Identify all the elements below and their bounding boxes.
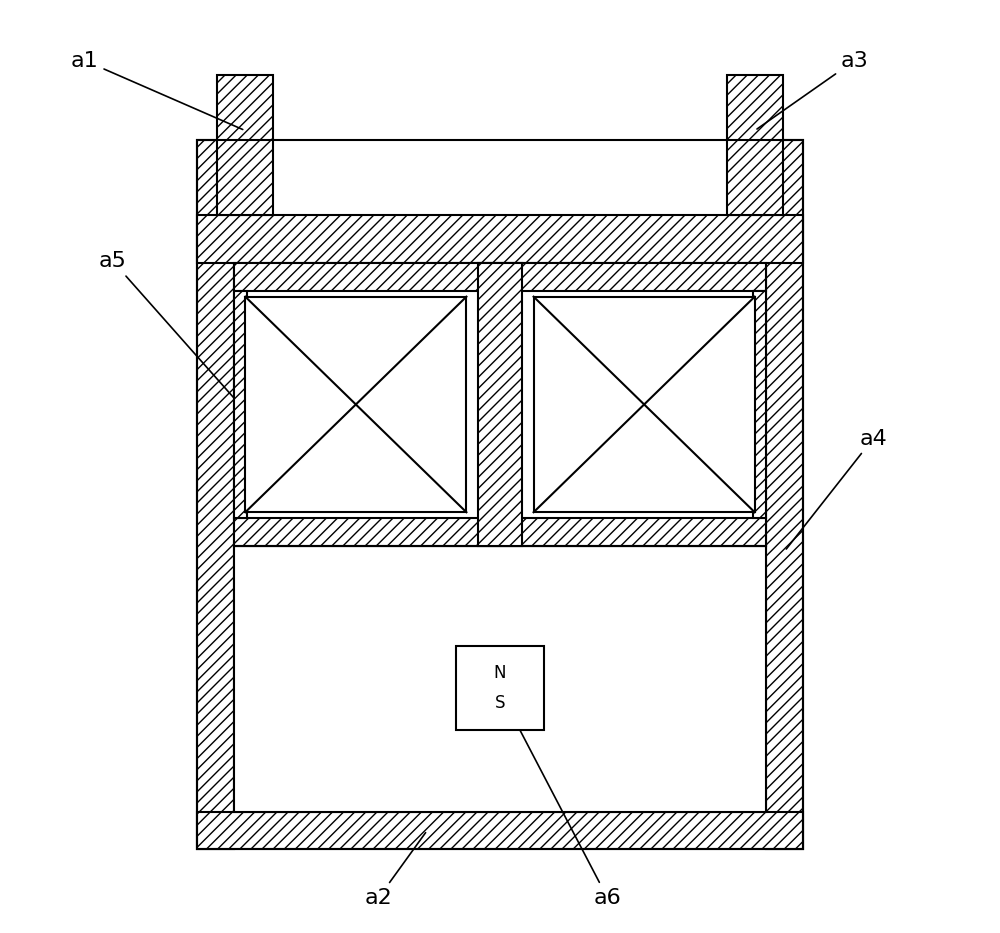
Bar	[234, 546, 766, 812]
Text: a6: a6	[510, 711, 621, 908]
Text: S: S	[495, 694, 505, 712]
Text: a2: a2	[365, 832, 426, 908]
Bar	[753, 291, 766, 518]
Text: a1: a1	[71, 50, 243, 130]
Bar	[197, 215, 803, 263]
Text: N: N	[494, 663, 506, 682]
Bar	[234, 263, 766, 291]
Bar	[727, 75, 783, 215]
Bar	[478, 263, 522, 546]
Bar	[234, 263, 766, 546]
Bar	[197, 140, 234, 849]
Text: a3: a3	[757, 50, 868, 129]
Text: a5: a5	[99, 251, 238, 402]
Bar	[197, 812, 803, 849]
Bar	[534, 297, 755, 512]
Bar	[217, 75, 273, 215]
Bar	[197, 140, 803, 849]
Bar	[234, 291, 247, 518]
Bar	[456, 646, 544, 730]
Text: a4: a4	[786, 428, 887, 549]
Bar	[245, 297, 466, 512]
Bar	[766, 140, 803, 849]
Bar	[234, 518, 766, 546]
